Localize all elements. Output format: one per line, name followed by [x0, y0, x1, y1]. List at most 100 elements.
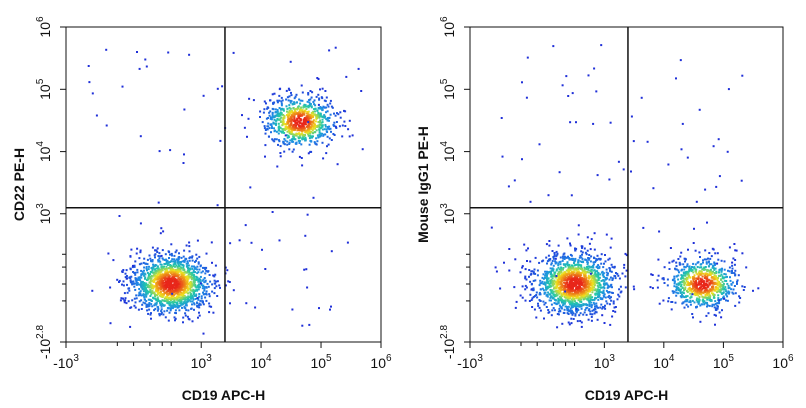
- event-dot: [684, 274, 687, 277]
- event-dot: [594, 305, 596, 308]
- event-dot: [717, 138, 720, 141]
- event-dot: [266, 107, 269, 110]
- event-dot: [542, 289, 545, 292]
- event-dot: [183, 300, 186, 303]
- event-dot: [604, 307, 607, 310]
- event-dot: [306, 213, 309, 216]
- event-dot: [720, 259, 723, 262]
- event-dot: [294, 108, 296, 111]
- event-dot: [718, 175, 721, 178]
- event-dot: [607, 284, 610, 287]
- event-dot: [193, 282, 196, 285]
- event-dot: [586, 266, 588, 268]
- event-dot: [592, 274, 595, 277]
- event-dot: [651, 287, 654, 290]
- event-dot: [182, 316, 185, 319]
- event-dot: [169, 291, 171, 294]
- event-dot: [323, 128, 326, 131]
- event-dot: [576, 268, 578, 270]
- event-dot: [317, 121, 320, 123]
- event-dot: [329, 308, 331, 311]
- event-dot: [573, 283, 576, 286]
- event-dot: [568, 323, 571, 326]
- event-dot: [586, 285, 589, 288]
- event-dot: [157, 289, 160, 292]
- event-dot: [717, 282, 720, 284]
- event-dot: [171, 258, 174, 261]
- event-dot: [703, 282, 706, 285]
- event-dot: [300, 157, 303, 159]
- event-dot: [574, 247, 576, 250]
- event-dot: [589, 299, 591, 302]
- event-dot: [574, 267, 577, 270]
- event-dot: [594, 274, 597, 277]
- event-dot: [277, 122, 280, 125]
- event-dot: [272, 108, 275, 111]
- event-dot: [592, 122, 595, 125]
- event-dot: [721, 280, 724, 283]
- event-dot: [182, 255, 185, 258]
- event-dot: [539, 282, 542, 285]
- event-dot: [684, 260, 686, 263]
- event-dot: [156, 283, 159, 285]
- event-dot: [698, 289, 701, 292]
- event-dot: [594, 281, 596, 284]
- event-dot: [282, 140, 285, 143]
- event-dot: [205, 286, 208, 289]
- event-dot: [570, 312, 573, 315]
- event-dot: [585, 286, 588, 289]
- event-dot: [543, 281, 546, 284]
- event-dot: [605, 282, 608, 285]
- event-dot: [163, 287, 166, 290]
- event-dot: [698, 273, 701, 276]
- event-dot: [172, 260, 175, 263]
- event-dot: [714, 267, 717, 270]
- event-dot: [592, 263, 595, 266]
- event-dot: [617, 160, 620, 163]
- event-dot: [170, 290, 172, 292]
- event-dot: [142, 261, 145, 264]
- event-dot: [156, 286, 159, 289]
- event-dot: [700, 293, 703, 296]
- event-dot: [163, 297, 166, 300]
- event-dot: [154, 270, 157, 273]
- event-dot: [591, 276, 594, 279]
- event-dot: [142, 290, 145, 293]
- event-dot: [725, 293, 728, 296]
- event-dot: [499, 287, 502, 290]
- event-dot: [668, 268, 671, 270]
- event-dot: [577, 268, 580, 271]
- event-dot: [288, 89, 291, 91]
- event-dot: [712, 270, 714, 273]
- event-dot: [186, 286, 189, 288]
- event-dot: [261, 248, 263, 251]
- event-dot: [142, 288, 145, 290]
- event-dot: [689, 303, 692, 306]
- event-dot: [560, 301, 563, 304]
- event-dot: [145, 267, 148, 270]
- event-dot: [165, 281, 168, 284]
- event-dot: [164, 253, 167, 256]
- event-dot: [147, 312, 150, 315]
- event-dot: [689, 301, 692, 303]
- event-dot: [319, 107, 322, 110]
- event-dot: [678, 288, 681, 291]
- event-dot: [716, 262, 719, 265]
- event-dot: [521, 296, 524, 299]
- event-dot: [171, 273, 174, 276]
- event-dot: [130, 306, 133, 309]
- event-dot: [146, 292, 149, 295]
- event-dot: [686, 263, 689, 266]
- event-dot: [209, 280, 212, 283]
- event-dot: [271, 112, 274, 115]
- event-dot: [592, 301, 595, 304]
- event-dot: [278, 112, 281, 115]
- event-dot: [167, 281, 170, 284]
- event-dot: [136, 283, 138, 286]
- event-dot: [174, 296, 177, 299]
- event-dot: [91, 289, 94, 292]
- event-dot: [279, 152, 282, 154]
- event-dot: [131, 283, 134, 286]
- event-dot: [564, 256, 567, 259]
- event-dot: [666, 278, 669, 281]
